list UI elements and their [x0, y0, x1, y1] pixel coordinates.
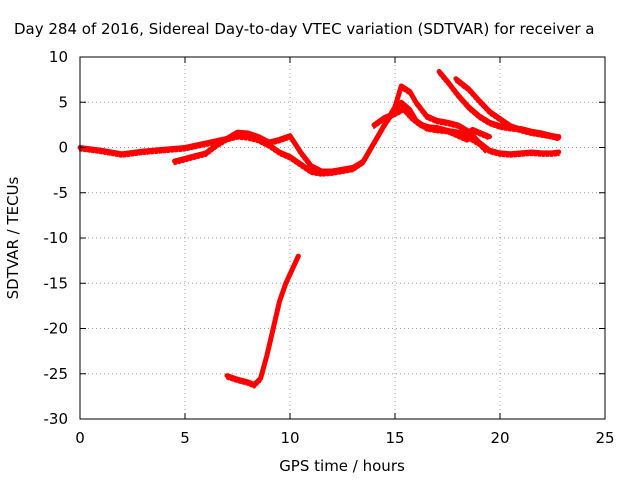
grid: [80, 57, 605, 419]
series-track-3-jitter: [373, 110, 470, 144]
x-tick-label: 10: [280, 429, 299, 447]
series-track-6-jitter: [454, 80, 560, 141]
y-tick-label: -30: [44, 410, 69, 428]
y-tick-label: -5: [53, 184, 68, 202]
series-track-1-jitter: [79, 88, 560, 175]
ticks: 0 5 10 15 20 25 10 5 0 -5 -10 -15 -20 -25 -30: [44, 48, 615, 447]
series-track-7: [461, 126, 492, 140]
series-track-7-jitter: [463, 131, 491, 141]
y-tick-label: 10: [49, 48, 68, 66]
series-layer: [77, 69, 562, 389]
x-tick-label: 5: [180, 429, 190, 447]
y-tick-label: -25: [44, 365, 69, 383]
y-tick-label: -15: [44, 274, 69, 292]
series-track-3: [371, 106, 471, 142]
x-axis-label: GPS time / hours: [279, 457, 405, 475]
series-track-1: [77, 83, 562, 174]
x-tick-label: 15: [385, 429, 404, 447]
series-track-6: [453, 76, 562, 140]
y-tick-label: 0: [58, 139, 68, 157]
series-track-4: [224, 253, 301, 388]
y-axis-label: SDTVAR / TECUs: [4, 176, 22, 299]
x-tick-label: 0: [75, 429, 85, 447]
series-track-2-jitter: [173, 104, 487, 177]
y-tick-label: 5: [58, 93, 68, 111]
plot-frame: [79, 56, 606, 420]
chart-title: Day 284 of 2016, Sidereal Day-to-day VTE…: [14, 20, 595, 38]
x-tick-label: 20: [490, 429, 509, 447]
y-tick-label: -20: [44, 320, 69, 338]
x-tick-label: 25: [595, 429, 614, 447]
y-tick-label: -10: [44, 229, 69, 247]
series-track-4-jitter: [226, 258, 300, 389]
